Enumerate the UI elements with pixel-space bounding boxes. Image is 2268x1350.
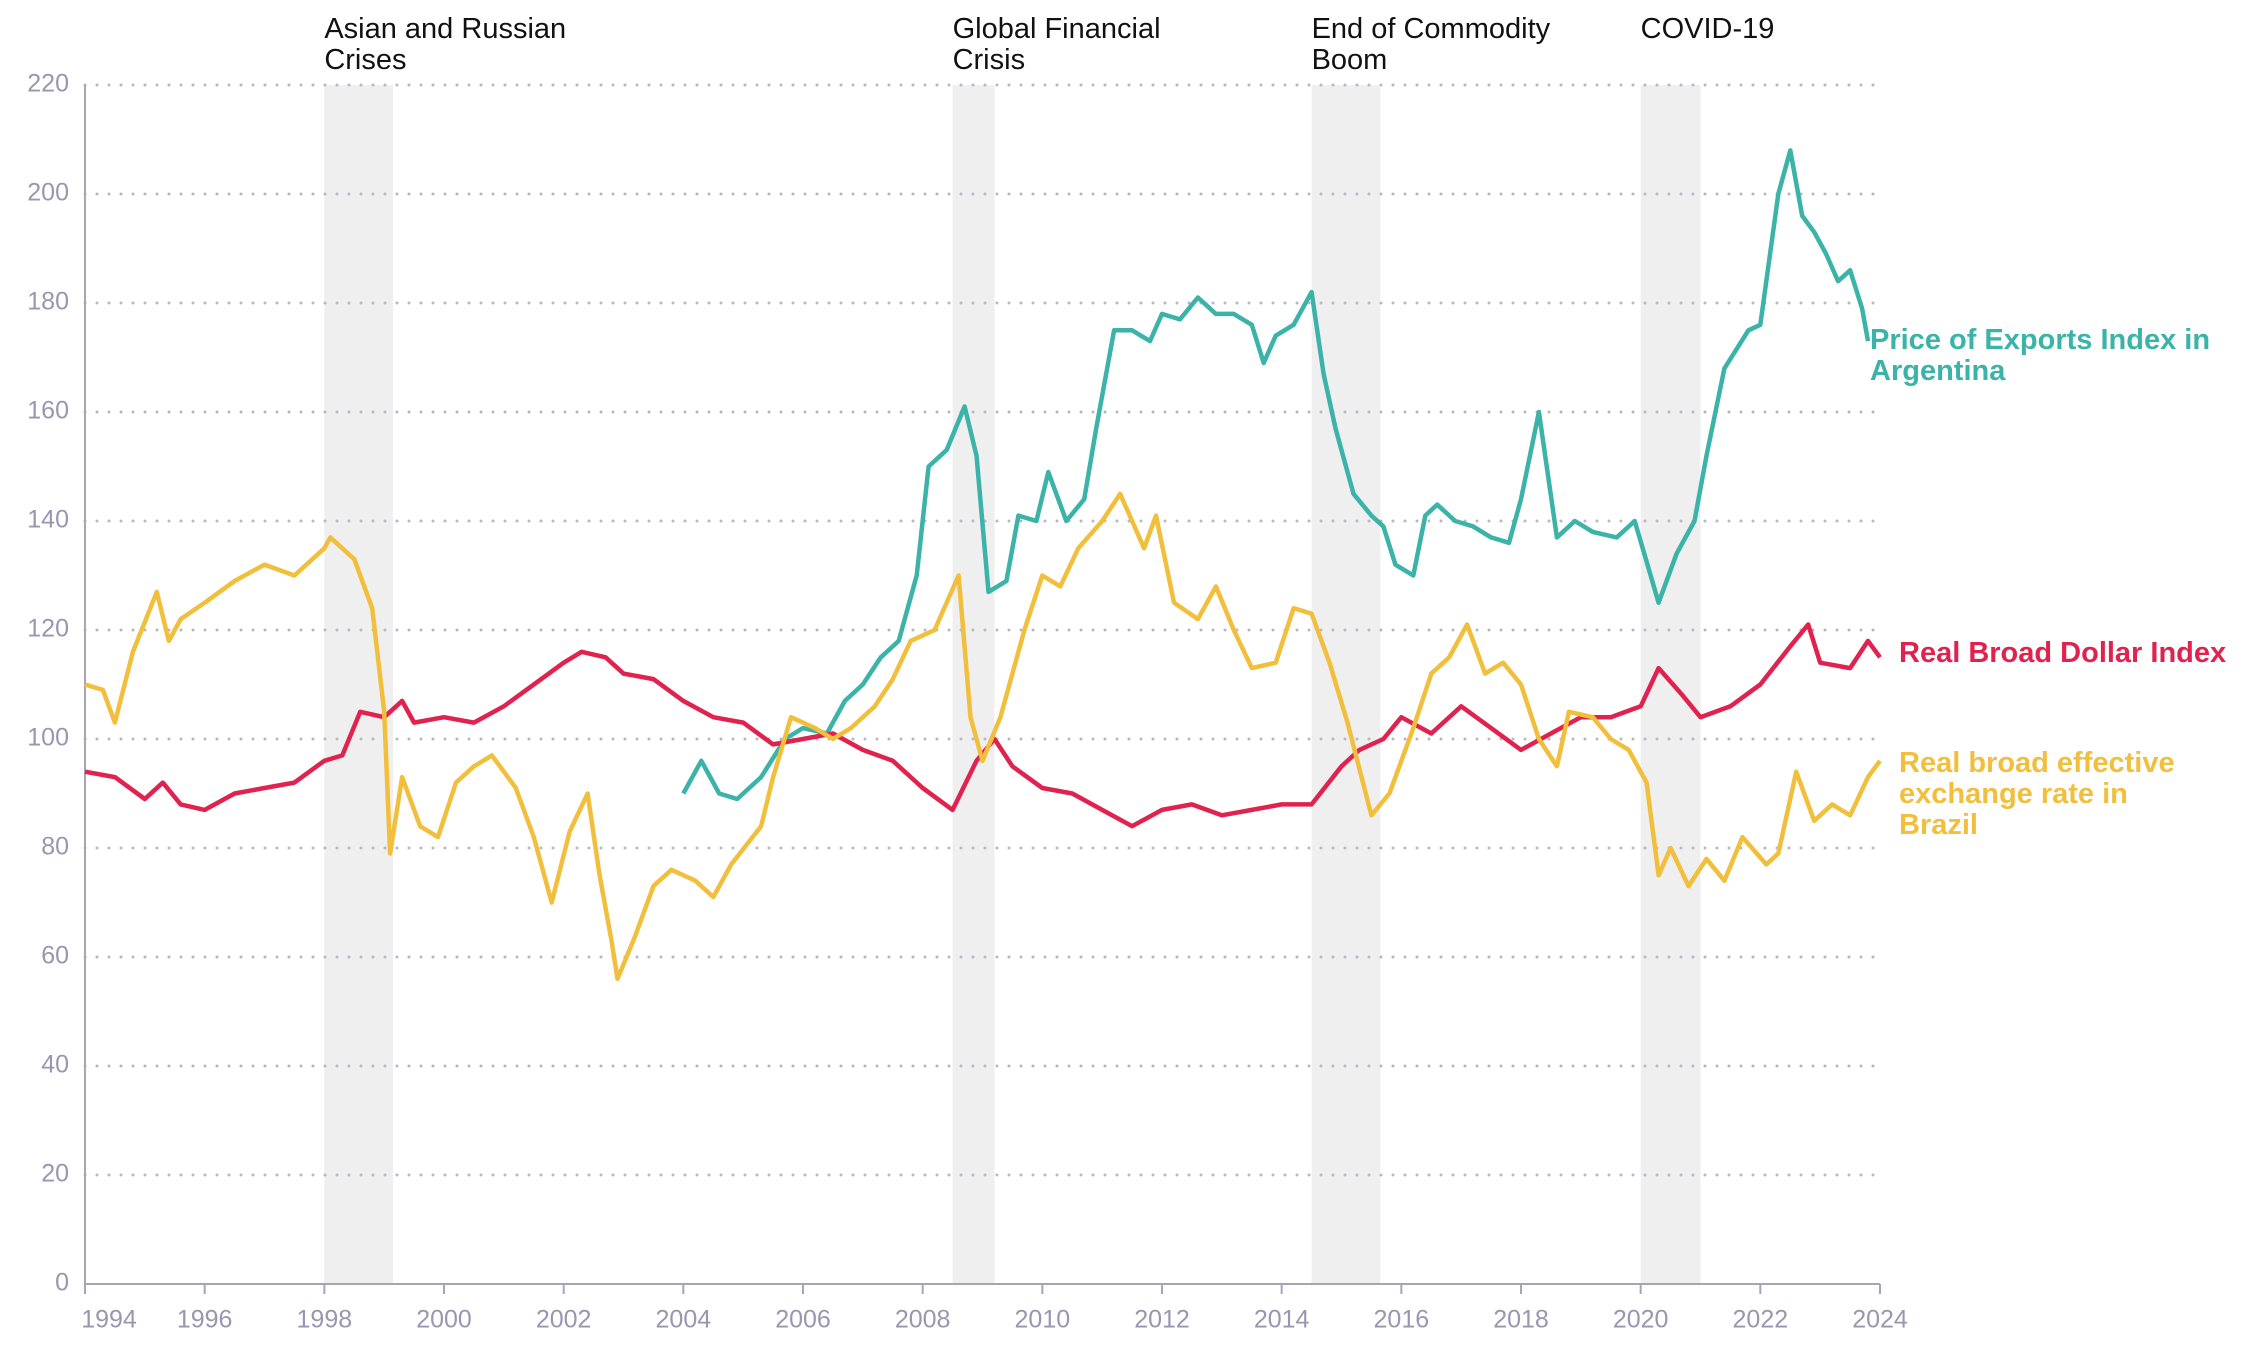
x-tick-label: 2012 xyxy=(1134,1306,1190,1334)
x-tick-label: 2002 xyxy=(536,1306,592,1334)
y-tick-label: 80 xyxy=(41,833,69,861)
y-tick-label: 200 xyxy=(27,179,69,207)
x-tick-label: 2022 xyxy=(1733,1306,1789,1334)
y-tick-label: 180 xyxy=(27,288,69,316)
x-tick-label: 1996 xyxy=(177,1306,233,1334)
period-label: Global Financial Crisis xyxy=(952,13,1161,76)
period-label: End of Commodity Boom xyxy=(1311,13,1551,76)
y-tick-label: 160 xyxy=(27,397,69,425)
y-tick-label: 40 xyxy=(41,1051,69,1079)
x-tick-label: 2000 xyxy=(416,1306,472,1334)
series-line xyxy=(84,491,1882,982)
period-label: COVID-19 xyxy=(1640,13,1775,45)
y-tick-label: 60 xyxy=(41,942,69,970)
x-tick-label: 2016 xyxy=(1374,1306,1430,1334)
y-tick-label: 100 xyxy=(27,724,69,752)
x-tick-label: 2010 xyxy=(1015,1306,1071,1334)
series-label: Real Broad Dollar Index xyxy=(1899,637,2227,669)
x-tick-label: 2024 xyxy=(1852,1306,1908,1334)
x-tick-label: 2018 xyxy=(1493,1306,1549,1334)
x-tick-label: 2004 xyxy=(656,1306,712,1334)
series-label: Price of Exports Index in Argentina xyxy=(1870,324,2211,387)
shaded-period xyxy=(952,85,995,1284)
y-tick-label: 20 xyxy=(41,1160,69,1188)
period-label: Asian and Russian Crises xyxy=(324,13,567,76)
y-tick-label: 140 xyxy=(27,506,69,534)
y-tick-label: 120 xyxy=(27,615,69,643)
x-tick-label: 1994 xyxy=(81,1306,137,1334)
x-tick-label: 2020 xyxy=(1613,1306,1669,1334)
series-label: Real broad effective exchange rate in Br… xyxy=(1899,747,2175,841)
x-tick-label: 2014 xyxy=(1254,1306,1310,1334)
x-tick-label: 2006 xyxy=(775,1306,831,1334)
x-tick-label: 1998 xyxy=(297,1306,353,1334)
series-line xyxy=(681,148,1871,802)
x-tick-label: 2008 xyxy=(895,1306,951,1334)
y-tick-label: 0 xyxy=(55,1269,69,1297)
shaded-period xyxy=(1311,85,1381,1284)
y-tick-label: 220 xyxy=(27,70,69,98)
